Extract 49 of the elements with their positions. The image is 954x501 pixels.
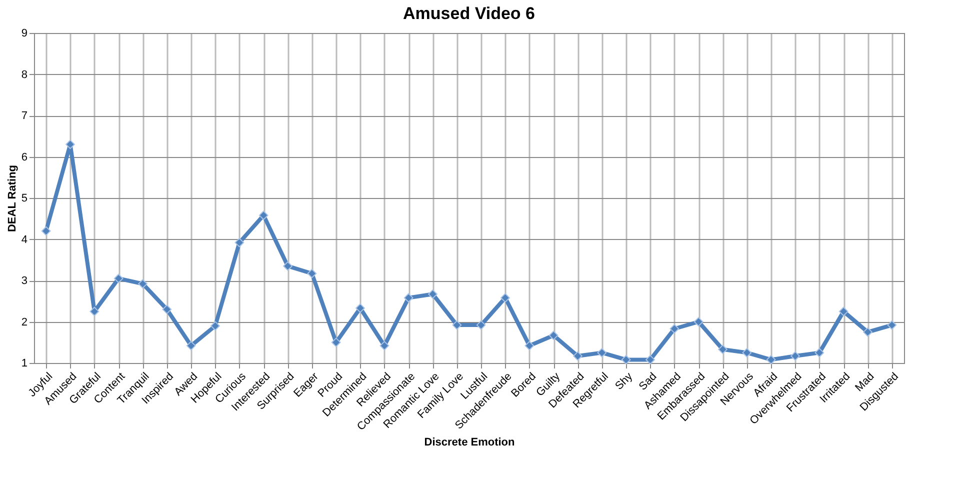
point (162, 304, 172, 314)
point (670, 324, 680, 334)
point (814, 348, 824, 358)
point (548, 330, 558, 340)
point (428, 289, 438, 299)
y-tick-label: 6 (21, 151, 28, 164)
y-tick-label: 5 (21, 192, 28, 204)
point (621, 355, 631, 364)
point (404, 293, 414, 303)
point (41, 226, 51, 236)
point (380, 340, 390, 350)
y-tick-label: 8 (21, 68, 28, 81)
point (838, 306, 848, 316)
point (356, 303, 365, 313)
point (66, 140, 75, 150)
point (742, 348, 752, 358)
y-tick-label: 7 (21, 110, 28, 122)
point (718, 344, 728, 354)
point (694, 317, 704, 326)
point (766, 355, 776, 364)
point (500, 293, 510, 303)
point (186, 340, 196, 350)
point (524, 340, 534, 350)
point (452, 320, 462, 330)
x-axis-title: Discrete Emotion (424, 436, 516, 448)
point (476, 320, 486, 330)
y-tick-label: 4 (21, 234, 28, 246)
point (646, 355, 655, 364)
point (307, 268, 317, 278)
chart-title: Amused Video 6 (403, 4, 535, 23)
point (283, 261, 292, 271)
point (597, 348, 607, 358)
y-axis-title: DEAL Rating (6, 164, 18, 232)
point (210, 321, 220, 331)
point (234, 238, 244, 248)
point (331, 338, 341, 348)
point (573, 351, 582, 361)
x-tick-label: Shy (613, 370, 636, 392)
y-tick-label: 1 (21, 358, 28, 370)
point (138, 279, 148, 288)
point (90, 306, 100, 316)
point (863, 327, 872, 337)
point (887, 320, 897, 330)
point (258, 210, 268, 220)
point (114, 274, 124, 284)
point (790, 351, 800, 361)
y-tick-label: 3 (21, 275, 28, 287)
y-tick-label: 9 (21, 28, 28, 40)
y-tick-label: 2 (21, 316, 28, 328)
